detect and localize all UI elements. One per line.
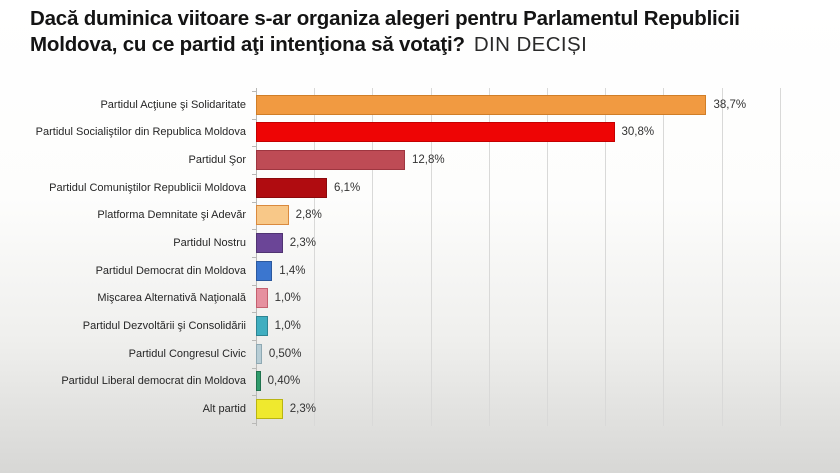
- gridline-45pct: [779, 88, 781, 426]
- value-label: 1,0%: [274, 320, 301, 333]
- value-label: 2,3%: [289, 403, 316, 416]
- gridline-35pct: [663, 88, 665, 426]
- axis-tick: [252, 340, 256, 342]
- chart-title: Dacă duminica viitoare s-ar organiza ale…: [30, 6, 770, 58]
- category-label: Mişcarea Alternativă Naţională: [97, 292, 246, 305]
- category-label: Platforma Demnitate şi Adevăr: [97, 209, 246, 222]
- axis-tick: [252, 312, 256, 314]
- value-label: 1,0%: [274, 292, 301, 305]
- category-axis-line: [256, 88, 257, 426]
- gridline-15pct: [430, 88, 432, 426]
- bar: [256, 94, 707, 115]
- value-label: 0,40%: [267, 375, 301, 388]
- bar: [256, 150, 405, 171]
- value-label: 38,7%: [713, 98, 747, 111]
- axis-tick: [252, 423, 256, 425]
- bar-row: Partidul Socialiştilor din Republica Mol…: [0, 119, 840, 147]
- category-label: Alt partid: [202, 403, 246, 416]
- category-label: Partidul Congresul Civic: [128, 347, 246, 360]
- bar: [256, 233, 283, 254]
- chart-title-question: Dacă duminica viitoare s-ar organiza ale…: [30, 7, 740, 56]
- value-label: 0,50%: [268, 347, 302, 360]
- bar-chart: Partidul Acţiune şi Solidaritate 38,7% Par…: [0, 88, 840, 426]
- value-label: 2,8%: [295, 209, 322, 222]
- category-label: Partidul Nostru: [173, 237, 246, 250]
- bar-row: Partidul Liberal democrat din Moldova 0,4…: [0, 368, 840, 396]
- bar-rows: Partidul Acţiune şi Solidaritate 38,7% Par…: [0, 88, 840, 423]
- axis-tick: [252, 395, 256, 397]
- value-label: 6,1%: [334, 181, 361, 194]
- value-label: 1,4%: [279, 264, 306, 277]
- axis-tick: [252, 174, 256, 175]
- axis-tick: [252, 118, 256, 120]
- category-label: Partidul Şor: [188, 154, 246, 167]
- bar: [256, 399, 283, 420]
- bar: [256, 316, 268, 337]
- bar-row: Partidul Comuniştilor Republicii Moldova…: [0, 174, 840, 202]
- bar: [256, 343, 262, 364]
- bar-row: Alt partid 2,3%: [0, 395, 840, 423]
- category-label: Partidul Dezvoltării şi Consolidării: [82, 320, 246, 333]
- value-label: 2,3%: [289, 237, 316, 250]
- bar-row: Partidul Nostru 2,3%: [0, 229, 840, 257]
- bar-row: Partidul Dezvoltării şi Consolidării 1,0%: [0, 312, 840, 340]
- bar-row: Platforma Demnitate şi Adevăr 2,8%: [0, 202, 840, 230]
- gridline-30pct: [605, 88, 607, 426]
- category-label: Partidul Democrat din Moldova: [95, 264, 246, 277]
- bar: [256, 260, 273, 281]
- gridline-5pct: [314, 88, 316, 426]
- bar-row: Partidul Democrat din Moldova 1,4%: [0, 257, 840, 285]
- value-label: 12,8%: [411, 154, 445, 167]
- category-label: Partidul Acţiune şi Solidaritate: [100, 98, 246, 111]
- category-label: Partidul Socialiştilor din Republica Mol…: [35, 126, 246, 139]
- chart-title-suffix: DIN DECIȘI: [473, 33, 588, 56]
- bar: [256, 122, 615, 143]
- gridline-10pct: [372, 88, 374, 426]
- gridline-40pct: [721, 88, 723, 426]
- category-label: Partidul Liberal democrat din Moldova: [61, 375, 246, 388]
- bar: [256, 288, 268, 309]
- axis-tick: [252, 284, 256, 286]
- bar-row: Partidul Şor 12,8%: [0, 146, 840, 174]
- axis-tick: [252, 367, 256, 369]
- gridline-25pct: [547, 88, 548, 426]
- gridline-20pct: [488, 88, 490, 426]
- bar: [256, 205, 289, 226]
- axis-tick: [252, 146, 256, 148]
- value-label: 30,8%: [621, 126, 655, 139]
- axis-tick: [252, 257, 256, 259]
- axis-tick: [252, 229, 256, 231]
- bar-row: Mişcarea Alternativă Naţională 1,0%: [0, 285, 840, 313]
- grid-layer: [252, 88, 816, 426]
- bar: [256, 371, 261, 392]
- bar-row: Partidul Congresul Civic 0,50%: [0, 340, 840, 368]
- category-label: Partidul Comuniştilor Republicii Moldova: [49, 181, 246, 194]
- bar: [256, 177, 327, 198]
- bar-row: Partidul Acţiune şi Solidaritate 38,7%: [0, 91, 840, 119]
- axis-tick: [252, 201, 256, 203]
- axis-tick: [252, 91, 256, 92]
